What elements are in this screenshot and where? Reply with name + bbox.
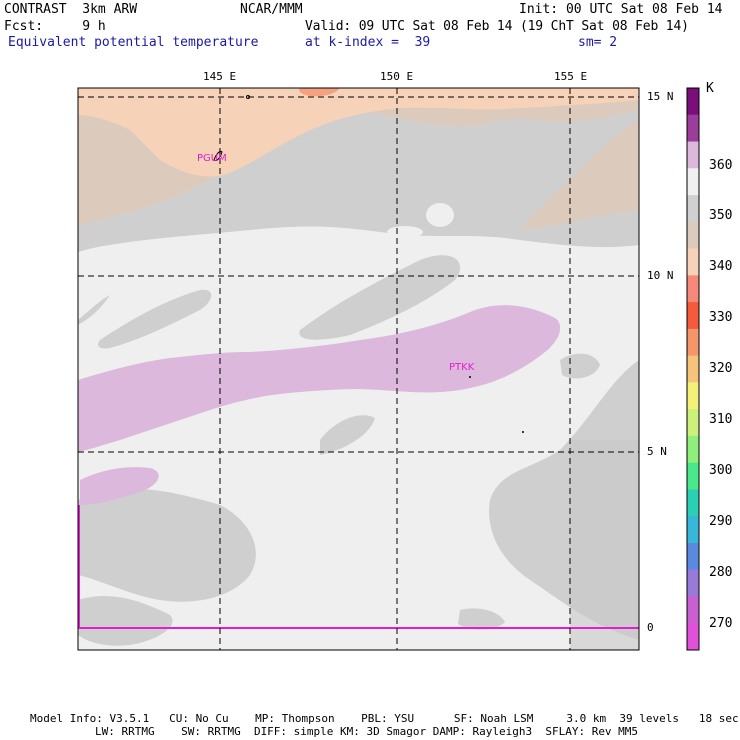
colorbar-label-360: 360 bbox=[709, 158, 733, 173]
colorbar-unit: K bbox=[706, 81, 714, 96]
station-ptkk: PTKK bbox=[449, 362, 475, 373]
colorbar-label-310: 310 bbox=[709, 412, 733, 427]
colorbar-swatch bbox=[687, 248, 699, 276]
guam-outline bbox=[213, 151, 223, 161]
colorbar-swatch bbox=[687, 88, 699, 116]
colorbar-frame bbox=[686, 87, 700, 651]
field-name: Equivalent potential temperature bbox=[8, 35, 259, 50]
colorbar-swatch bbox=[687, 168, 699, 196]
colorbar-label-300: 300 bbox=[709, 463, 733, 478]
valid-time: Valid: 09 UTC Sat 08 Feb 14 (19 ChT Sat … bbox=[305, 19, 689, 34]
colorbar bbox=[686, 87, 700, 651]
init-time: Init: 00 UTC Sat 08 Feb 14 bbox=[519, 2, 723, 17]
colorbar-swatch bbox=[687, 141, 699, 169]
colorbar-label-340: 340 bbox=[709, 259, 733, 274]
colorbar-label-350: 350 bbox=[709, 208, 733, 223]
chuuk-marker bbox=[469, 376, 471, 378]
island-marker-north bbox=[246, 95, 250, 99]
model-info-line2: LW: RRTMG SW: RRTMG DIFF: simple KM: 3D … bbox=[95, 725, 639, 738]
colorbar-swatch bbox=[687, 569, 699, 597]
lon-label-150: 150 E bbox=[380, 70, 414, 83]
station-pgum: PGUM bbox=[197, 153, 227, 164]
lat-label-0: 0 bbox=[647, 621, 654, 634]
lat-label-5: 5 N bbox=[647, 445, 667, 458]
graticule bbox=[78, 88, 639, 650]
colorbar-swatch bbox=[687, 435, 699, 464]
colorbar-swatch bbox=[687, 275, 699, 303]
colorbar-swatch bbox=[687, 195, 699, 223]
level-label: at k-index = 39 bbox=[305, 35, 431, 50]
island-marker bbox=[522, 431, 524, 433]
colorbar-swatch bbox=[687, 542, 699, 571]
colorbar-swatch bbox=[687, 382, 699, 410]
colorbar-label-320: 320 bbox=[709, 361, 733, 376]
colorbar-swatch bbox=[687, 328, 699, 357]
smoothing-label: sm= 2 bbox=[578, 35, 618, 50]
forecast-hour: Fcst: 9 h bbox=[4, 19, 106, 34]
colorbar-swatch bbox=[687, 221, 699, 250]
colorbar-label-290: 290 bbox=[709, 514, 733, 529]
colorbar-swatch bbox=[687, 302, 699, 330]
lat-label-10: 10 N bbox=[647, 269, 674, 282]
lon-label-155: 155 E bbox=[554, 70, 588, 83]
colorbar-swatch bbox=[687, 623, 699, 651]
model-info-line1: Model Info: V3.5.1 CU: No Cu MP: Thompso… bbox=[30, 712, 739, 725]
map-frame bbox=[77, 87, 640, 651]
colorbar-swatch bbox=[687, 516, 699, 544]
model-title: CONTRAST 3km ARW bbox=[4, 2, 138, 17]
colorbar-swatch bbox=[687, 462, 699, 490]
colorbar-swatch bbox=[687, 489, 699, 517]
colorbar-label-330: 330 bbox=[709, 310, 733, 325]
theta-e-field bbox=[78, 88, 639, 650]
colorbar-label-280: 280 bbox=[709, 565, 733, 580]
colorbar-swatch bbox=[687, 355, 699, 383]
colorbar-swatch bbox=[687, 114, 699, 143]
lon-label-145: 145 E bbox=[203, 70, 237, 83]
colorbar-label-270: 270 bbox=[709, 616, 733, 631]
lat-label-15: 15 N bbox=[647, 90, 674, 103]
institution-label: NCAR/MMM bbox=[240, 2, 303, 17]
colorbar-swatch bbox=[687, 596, 699, 624]
colorbar-swatch bbox=[687, 409, 699, 437]
